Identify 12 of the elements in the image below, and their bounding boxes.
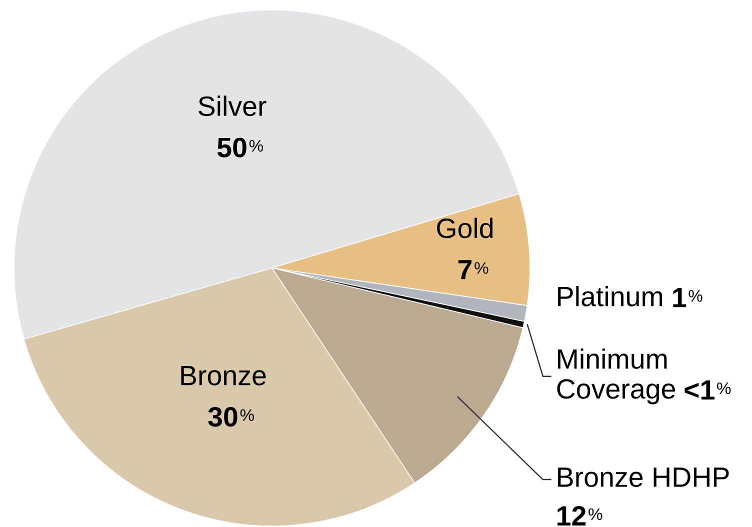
data-label: 12% (558, 506, 602, 526)
slice-label: Platinum (558, 286, 662, 306)
slice-label: Bronze (181, 366, 266, 386)
slice-label: Minimum Coverage (557, 348, 676, 404)
slice-label: Gold (437, 218, 493, 238)
slice-label: Silver (198, 96, 266, 116)
data-label: 7% (458, 260, 488, 280)
data-label: 1% (673, 288, 702, 308)
data-label: <1% (684, 380, 731, 400)
slice-label: Bronze HDHP (558, 468, 729, 488)
data-label: 30% (208, 407, 254, 427)
data-label: 50% (217, 138, 264, 158)
